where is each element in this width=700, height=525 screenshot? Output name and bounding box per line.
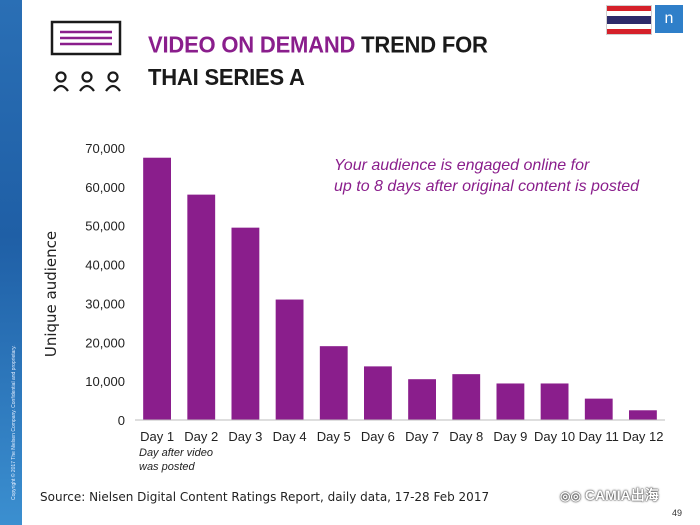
bar — [540, 383, 569, 420]
x-tick-label: Day 1 — [140, 429, 174, 444]
thailand-flag — [606, 5, 652, 35]
bar — [496, 383, 525, 420]
y-tick-label: 70,000 — [85, 141, 125, 156]
y-tick-label: 0 — [118, 413, 125, 428]
left-color-bar: Copyright © 2017 The Nielsen Company. Co… — [0, 0, 22, 525]
y-tick-label: 10,000 — [85, 374, 125, 389]
y-tick-label: 40,000 — [85, 258, 125, 273]
x-tick-label: Day 9 — [493, 429, 527, 444]
bar — [408, 379, 436, 420]
flag-stripe — [607, 24, 651, 30]
bar — [275, 299, 304, 420]
annotation-line-2: up to 8 days after original content is p… — [334, 178, 640, 195]
y-tick-label: 50,000 — [85, 219, 125, 234]
y-tick-label: 60,000 — [85, 180, 125, 195]
title-accent: VIDEO ON DEMAND — [148, 31, 356, 58]
bar — [319, 346, 348, 420]
audience-people-icon — [53, 71, 121, 92]
watermark: ◎◎ CAMIA出海 — [560, 485, 659, 505]
x-tick-label: Day 7 — [405, 429, 439, 444]
x-note-line-1: Day after video — [139, 447, 213, 459]
x-tick-label: Day 3 — [228, 429, 262, 444]
wechat-icon: ◎◎ — [560, 489, 581, 503]
source-note: Source: Nielsen Digital Content Ratings … — [40, 490, 490, 504]
annotation-line-1: Your audience is engaged online for — [334, 157, 590, 174]
x-note-line-2: was posted — [139, 461, 195, 473]
x-tick-label: Day 6 — [361, 429, 395, 444]
y-tick-label: 20,000 — [85, 335, 125, 350]
bar — [364, 366, 392, 420]
flag-stripe — [607, 6, 651, 11]
title-line-2: THAI SERIES A — [148, 64, 305, 91]
flag-stripe — [607, 10, 651, 16]
bar — [452, 374, 481, 420]
title-rest: TREND FOR — [355, 31, 488, 58]
watermark-text: CAMIA出海 — [584, 487, 659, 503]
y-axis-label: Unique audience — [42, 231, 60, 357]
y-tick-label: 30,000 — [85, 296, 125, 311]
x-tick-label: Day 4 — [273, 429, 307, 444]
nielsen-logo: n — [655, 5, 683, 33]
page-title: VIDEO ON DEMAND TREND FOR THAI SERIES A — [148, 28, 488, 93]
list-window-icon — [50, 20, 122, 56]
x-tick-label: Day 10 — [534, 429, 575, 444]
flag-stripe — [607, 29, 651, 34]
x-tick-label: Day 12 — [622, 429, 663, 444]
page-number: 49 — [672, 508, 683, 518]
bar-chart: 0 10,000 20,000 30,000 40,000 50,000 60,000 70,… — [42, 141, 665, 444]
x-tick-label: Day 5 — [317, 429, 351, 444]
x-axis-note: Day after video was posted — [139, 446, 213, 474]
x-tick-label: Day 8 — [449, 429, 483, 444]
bar — [231, 227, 260, 420]
flag-stripe — [607, 15, 651, 25]
x-tick-label: Day 11 — [579, 429, 619, 444]
bar — [187, 194, 216, 420]
x-tick-label: Day 2 — [184, 429, 218, 444]
bar — [584, 398, 613, 420]
chart-annotation: Your audience is engaged online for up t… — [334, 155, 639, 197]
bar — [629, 410, 657, 420]
bar — [143, 157, 171, 420]
